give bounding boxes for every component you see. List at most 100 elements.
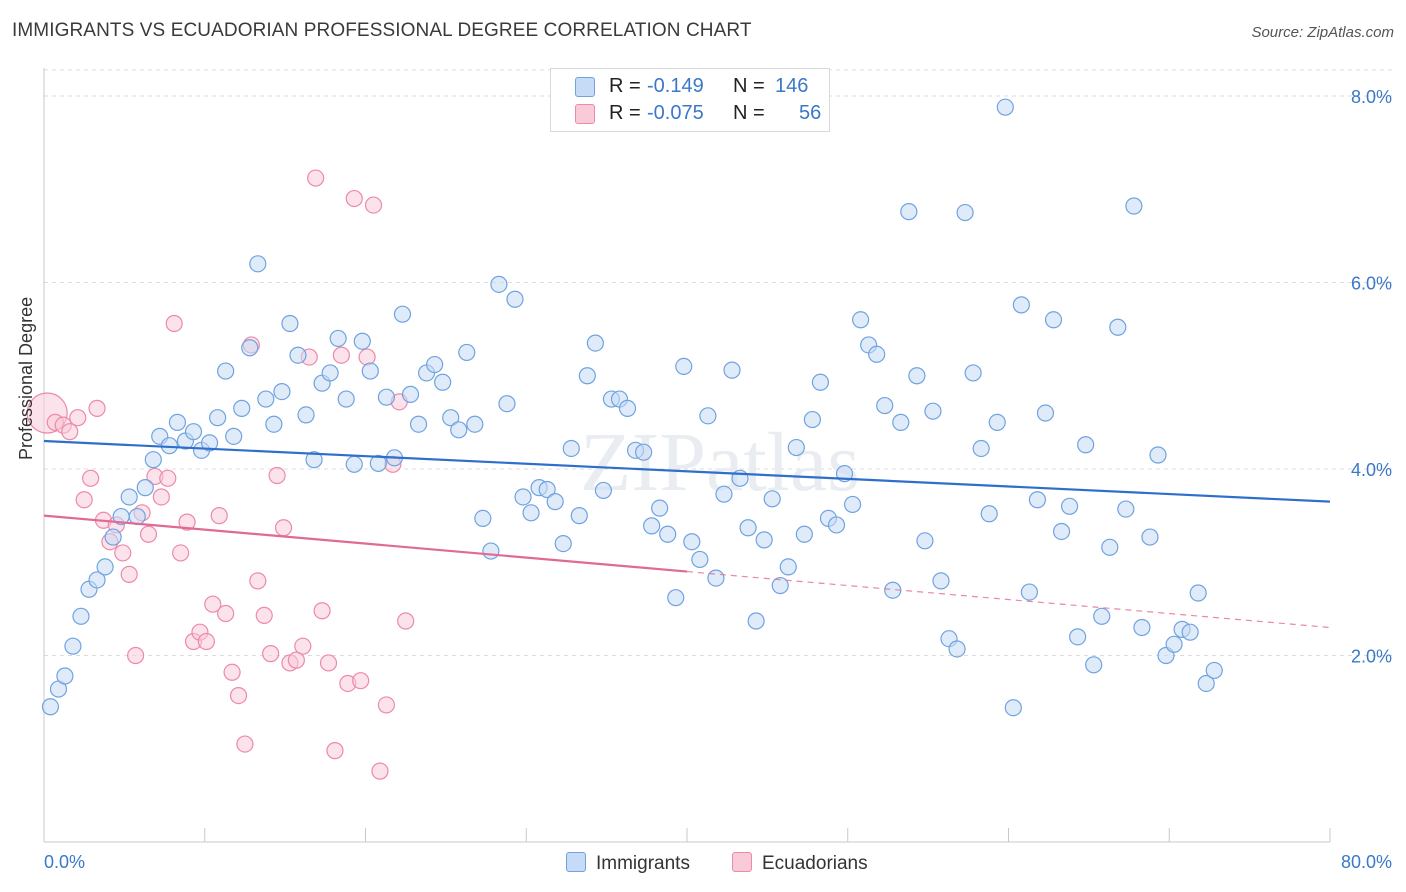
immigrants-point bbox=[932, 572, 950, 590]
immigrants-point bbox=[843, 495, 862, 514]
grid-lines bbox=[44, 69, 1392, 656]
immigrants-point bbox=[434, 373, 452, 391]
immigrants-point bbox=[594, 481, 613, 500]
ecuadorians-point bbox=[139, 525, 158, 543]
ecuadorians-point bbox=[358, 348, 376, 366]
immigrants-point bbox=[924, 402, 942, 420]
y-tick-label: 4.0% bbox=[1351, 460, 1392, 480]
immigrants-point bbox=[482, 542, 500, 560]
immigrants-point bbox=[956, 203, 974, 222]
immigrants-point bbox=[498, 395, 516, 413]
immigrants-legend-label: Immigrants bbox=[596, 853, 690, 874]
immigrants-point bbox=[787, 438, 805, 457]
immigrants-point bbox=[1141, 528, 1159, 546]
immigrants-point bbox=[1125, 197, 1143, 215]
ecuadorians-trend-extension bbox=[686, 570, 1331, 629]
immigrants-point bbox=[241, 339, 259, 357]
immigrants-point bbox=[200, 434, 219, 452]
immigrants-point bbox=[1060, 497, 1079, 515]
immigrants-point bbox=[305, 451, 323, 469]
ecuadorians-point bbox=[313, 602, 331, 620]
immigrants-point bbox=[570, 507, 588, 525]
ecuadorians-point bbox=[236, 735, 254, 753]
immigrants-point bbox=[273, 382, 291, 401]
chart-title: IMMIGRANTS VS ECUADORIAN PROFESSIONAL DE… bbox=[12, 20, 752, 41]
immigrants-point bbox=[136, 479, 154, 497]
immigrants-point bbox=[1036, 404, 1055, 422]
immigrants-point bbox=[1189, 584, 1207, 602]
ecuadorians-point bbox=[127, 646, 145, 665]
ecuadorians-point bbox=[210, 507, 228, 525]
immigrants-point bbox=[1117, 500, 1135, 518]
immigrants-point bbox=[659, 525, 677, 543]
ecuadorians-point bbox=[249, 572, 267, 590]
immigrants-point bbox=[1044, 311, 1063, 329]
immigrants-point bbox=[41, 698, 60, 716]
immigrants-point bbox=[1181, 623, 1199, 641]
immigrants-point bbox=[120, 488, 138, 506]
immigrants-point bbox=[1133, 618, 1151, 637]
immigrants-point bbox=[458, 343, 476, 362]
immigrants-point bbox=[683, 533, 701, 551]
immigrants-point bbox=[56, 667, 74, 685]
immigrants-point bbox=[988, 413, 1006, 431]
immigrants-point bbox=[466, 415, 484, 433]
y-tick-label: 6.0% bbox=[1351, 273, 1392, 293]
immigrants-trend-line bbox=[43, 439, 1331, 503]
immigrants-point bbox=[546, 493, 564, 511]
ecuadorians-point bbox=[88, 399, 106, 417]
ecuadorians-point bbox=[326, 742, 344, 760]
tick-labels: 2.0% 4.0% 6.0% 8.0% 0.0% 80.0% bbox=[44, 87, 1392, 872]
immigrants-point bbox=[811, 373, 830, 391]
immigrants-point bbox=[643, 517, 661, 535]
immigrants-point bbox=[876, 396, 894, 415]
immigrants-point bbox=[900, 203, 918, 221]
ecuadorians-point bbox=[217, 604, 235, 623]
immigrants-point bbox=[827, 516, 846, 534]
immigrants-point bbox=[393, 305, 412, 323]
immigrants-point bbox=[755, 531, 773, 549]
immigrants-point bbox=[361, 362, 379, 380]
ecuadorians-point bbox=[287, 651, 305, 669]
ecuadorians-point bbox=[352, 672, 370, 690]
ecuadorians-point bbox=[364, 196, 383, 214]
source-label: Source: ZipAtlas.com bbox=[1251, 24, 1394, 41]
immigrants-points bbox=[41, 98, 1223, 717]
ecuadorians-point bbox=[294, 637, 312, 655]
immigrants-point bbox=[345, 455, 363, 473]
n-label: N = bbox=[733, 102, 765, 124]
n-value: 146 bbox=[775, 75, 809, 97]
immigrants-point bbox=[1197, 674, 1215, 693]
immigrants-point bbox=[1077, 436, 1095, 454]
ecuadorians-point bbox=[319, 654, 338, 672]
immigrants-point bbox=[795, 525, 813, 543]
immigrants-point bbox=[763, 490, 781, 508]
immigrants-point bbox=[1149, 446, 1167, 464]
ecuadorians-point bbox=[377, 696, 395, 714]
immigrants-point bbox=[675, 357, 693, 376]
legend-item-immigrants[interactable]: Immigrants bbox=[566, 852, 690, 875]
immigrants-point bbox=[329, 329, 347, 348]
ecuadorians-point bbox=[274, 519, 293, 537]
immigrants-point bbox=[289, 346, 307, 364]
immigrants-point bbox=[265, 415, 283, 433]
immigrants-point bbox=[538, 480, 556, 499]
immigrants-point bbox=[1101, 538, 1119, 556]
immigrants-point bbox=[747, 612, 765, 630]
immigrants-point bbox=[618, 399, 637, 417]
ecuadorians-point bbox=[114, 544, 132, 562]
immigrants-point bbox=[96, 558, 114, 576]
immigrants-point bbox=[104, 528, 122, 546]
legend-item-ecuadorians[interactable]: Ecuadorians bbox=[732, 852, 868, 875]
immigrants-legend-swatch bbox=[566, 852, 586, 872]
r-value: -0.149 bbox=[647, 75, 704, 97]
ecuadorians-point bbox=[397, 612, 415, 630]
ecuadorians-point bbox=[152, 488, 170, 506]
immigrants-point bbox=[514, 488, 532, 506]
immigrants-point bbox=[217, 362, 235, 380]
immigrants-point bbox=[297, 406, 315, 424]
immigrants-point bbox=[634, 443, 653, 461]
immigrants-point bbox=[1069, 628, 1087, 646]
immigrants-point bbox=[168, 413, 187, 431]
